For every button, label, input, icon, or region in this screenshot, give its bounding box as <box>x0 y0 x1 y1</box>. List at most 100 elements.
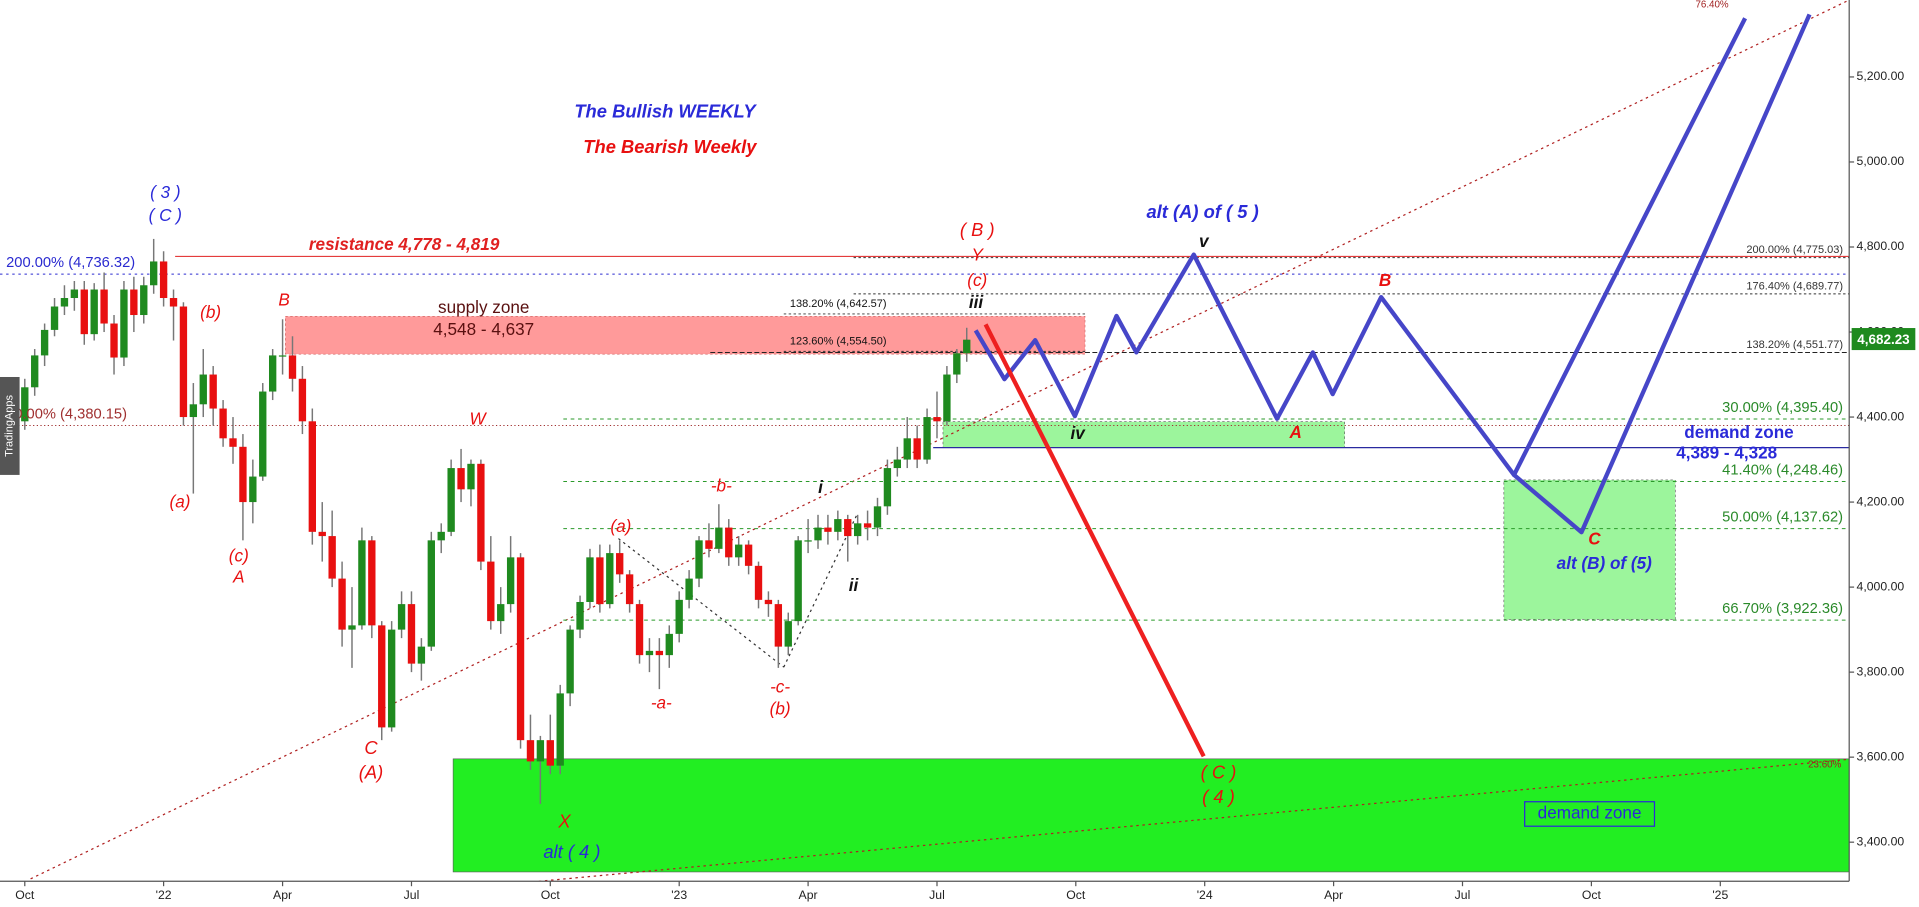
annotation: alt (B) of (5) <box>1557 553 1652 573</box>
x-tick-label: Jul <box>1455 888 1471 902</box>
candle-body <box>298 378 307 422</box>
annotation: alt (A) of ( 5 ) <box>1146 201 1258 222</box>
candle-body <box>100 289 108 324</box>
candle-body <box>764 599 773 605</box>
level-label: 30.00% (4,395.40) <box>1722 400 1843 416</box>
candle-body <box>467 463 475 490</box>
candle-body <box>566 629 574 694</box>
candle-body <box>199 374 207 405</box>
watermark-badge <box>0 376 20 475</box>
annotation: ( B ) <box>960 219 995 240</box>
candle-body <box>209 374 217 409</box>
annotation: 23.60% <box>1808 760 1841 771</box>
y-tick-label: 5,000.00 <box>1857 154 1905 168</box>
level-label: 50.00% (4,380.15) <box>6 406 127 422</box>
candle-body <box>873 506 882 528</box>
annotation: ( 4 ) <box>1202 786 1235 807</box>
annotation: X <box>557 810 571 831</box>
annotation: The Bearish Weekly <box>583 136 757 157</box>
candle-body <box>645 650 654 656</box>
projection-path <box>1512 13 1812 535</box>
label-box <box>1524 801 1656 827</box>
annotation: C <box>364 737 378 758</box>
annotation: W <box>470 408 488 428</box>
level-label: 66.70% (3,922.36) <box>1722 601 1843 617</box>
candle-body <box>497 604 505 622</box>
candle-body <box>40 329 49 356</box>
annotation: iii <box>969 292 985 312</box>
annotation: A <box>1288 422 1301 442</box>
annotation: (c) <box>967 270 987 290</box>
candle-body <box>477 463 485 562</box>
x-tick-label: '25 <box>1712 888 1728 902</box>
candle-body <box>120 289 128 358</box>
x-tick-label: Oct <box>541 888 561 902</box>
candle-body <box>70 289 79 299</box>
annotation: alt ( 4 ) <box>543 841 600 862</box>
x-tick-label: Jul <box>404 888 420 902</box>
candle-body <box>665 633 673 656</box>
annotation: (a) <box>610 516 631 536</box>
candle-body <box>556 693 564 766</box>
candle-body <box>576 601 584 630</box>
projection-path <box>983 323 1206 758</box>
annotation: (a) <box>170 492 191 512</box>
candle-body <box>328 536 336 579</box>
candle-body <box>705 540 713 549</box>
candle-body <box>606 553 614 605</box>
level-label: 41.40% (4,248.46) <box>1722 462 1843 478</box>
candle-body <box>130 289 138 316</box>
candle-body <box>387 629 396 728</box>
candle-body <box>397 604 406 630</box>
candle-body <box>506 557 515 605</box>
candle-body <box>338 578 346 630</box>
annotation: B <box>1379 270 1391 290</box>
annotation: v <box>1199 231 1210 251</box>
level-label: 200.00% (4,775.03) <box>1746 244 1843 256</box>
y-tick-label: 3,400.00 <box>1857 834 1905 848</box>
annotation: C <box>1588 528 1601 548</box>
annotation: A <box>232 566 244 586</box>
candle-body <box>110 323 118 358</box>
candle-body <box>635 604 644 656</box>
candle-body <box>526 740 535 762</box>
candle-body <box>288 355 297 379</box>
annotation: demand zone <box>1684 422 1793 442</box>
x-tick-label: Oct <box>15 888 35 902</box>
annotation: demand zone <box>1538 803 1642 823</box>
candle-body <box>239 446 247 503</box>
watermark: TradingApps <box>4 394 16 456</box>
trendline <box>618 538 785 668</box>
candle-body <box>814 527 822 541</box>
candle-body <box>536 740 545 762</box>
x-axis-panel <box>0 881 1919 907</box>
x-tick-label: Apr <box>1324 888 1343 902</box>
candle-body <box>318 531 326 537</box>
candle-body <box>447 468 455 532</box>
level-label: 200.00% (4,736.32) <box>6 255 135 271</box>
annotation: Y <box>972 244 985 264</box>
annotation: (b) <box>200 302 221 322</box>
last-price-tag <box>1851 328 1916 351</box>
candle-body <box>457 468 465 490</box>
candle-body <box>695 540 703 579</box>
candle-body <box>169 298 178 307</box>
level-label: 176.40% (4,689.77) <box>1746 280 1843 292</box>
x-tick-label: Apr <box>273 888 292 902</box>
candle-body <box>140 285 148 316</box>
candle-body <box>487 561 495 622</box>
annotation: ( C ) <box>149 205 182 225</box>
y-tick-label: 4,000.00 <box>1857 579 1905 593</box>
annotation: supply zone <box>438 297 529 317</box>
level-label: 123.60% (4,554.50) <box>790 335 887 347</box>
candle-body <box>933 417 941 422</box>
annotation: ( 3 ) <box>150 182 180 202</box>
x-tick-label: Apr <box>799 888 818 902</box>
annotation: -b- <box>711 476 732 496</box>
projection-path <box>973 17 1748 478</box>
candles <box>1 238 971 804</box>
candle-body <box>358 540 366 626</box>
candle-body <box>675 599 683 634</box>
